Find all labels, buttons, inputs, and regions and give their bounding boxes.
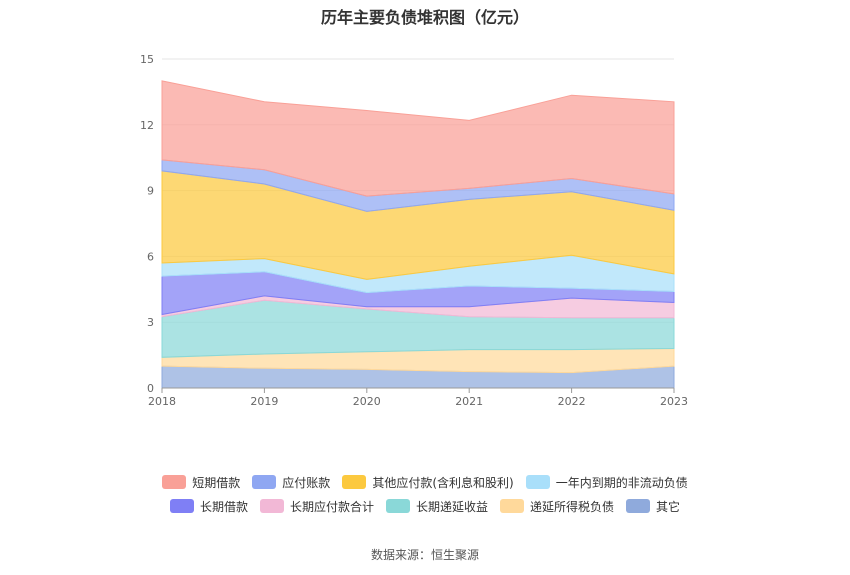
legend-label: 一年内到期的非流动负债 [555,475,688,490]
legend-swatch [626,499,651,513]
x-tick-label: 2020 [353,395,381,408]
x-tick-label: 2018 [148,395,176,408]
area-series-短期借款 [161,80,675,197]
legend-label: 长期借款 [199,499,248,514]
legend-swatch [252,475,277,489]
legend-item[interactable]: 应付账款 [252,474,330,491]
area-series [161,80,675,389]
chart-title: 历年主要负债堆积图（亿元） [320,8,529,27]
legend-item[interactable]: 其他应付款(含利息和股利) [342,474,514,491]
legend-item[interactable]: 长期递延收益 [385,498,488,515]
y-tick-label: 6 [147,250,154,263]
legend-label: 应付账款 [282,475,331,490]
legend-label: 长期递延收益 [415,499,488,514]
legend-item[interactable]: 短期借款 [162,474,240,491]
legend-item[interactable]: 长期借款 [169,498,248,515]
y-tick-label: 9 [147,185,154,198]
legend-label: 短期借款 [192,475,241,490]
data-source: 数据来源：恒生聚源 [370,548,479,562]
legend-label: 其他应付款(含利息和股利) [372,475,514,490]
y-tick-label: 3 [147,316,154,329]
legend-swatch [525,475,550,489]
legend-item[interactable]: 其它 [626,498,680,515]
legend-swatch [162,475,187,489]
y-tick-label: 0 [147,382,154,395]
stacked-area-chart: 0 3 6 9 12 15 2018 2019 2020 2021 2022 2023 [140,53,688,408]
axes: 0 3 6 9 12 15 2018 2019 2020 2021 2022 2023 [140,53,688,408]
legend-label: 递延所得税负债 [530,499,615,514]
legend-swatch [342,475,367,489]
legend-row: 短期借款 应付账款 其他应付款(含利息和股利) 一年内到期的非流动负债 [0,471,850,493]
legend-label: 其它 [656,499,681,514]
legend-swatch [169,499,194,513]
legend-item[interactable]: 递延所得税负债 [500,498,614,515]
legend-item[interactable]: 长期应付款合计 [259,498,374,515]
x-tick-label: 2021 [455,395,483,408]
x-tick-label: 2022 [558,395,586,408]
legend: 短期借款 应付账款 其他应付款(含利息和股利) 一年内到期的非流动负债 长期借款 长期应… [0,471,850,519]
y-tick-label: 15 [140,53,154,66]
x-tick-label: 2023 [660,395,688,408]
legend-label: 长期应付款合计 [289,499,374,514]
legend-row: 长期借款 长期应付款合计 长期递延收益 递延所得税负债 其它 [0,495,850,517]
legend-swatch [385,499,410,513]
legend-item[interactable]: 一年内到期的非流动负债 [525,474,688,491]
legend-swatch [259,499,284,513]
y-tick-label: 12 [140,119,154,132]
x-tick-label: 2019 [250,395,278,408]
legend-swatch [500,499,524,513]
